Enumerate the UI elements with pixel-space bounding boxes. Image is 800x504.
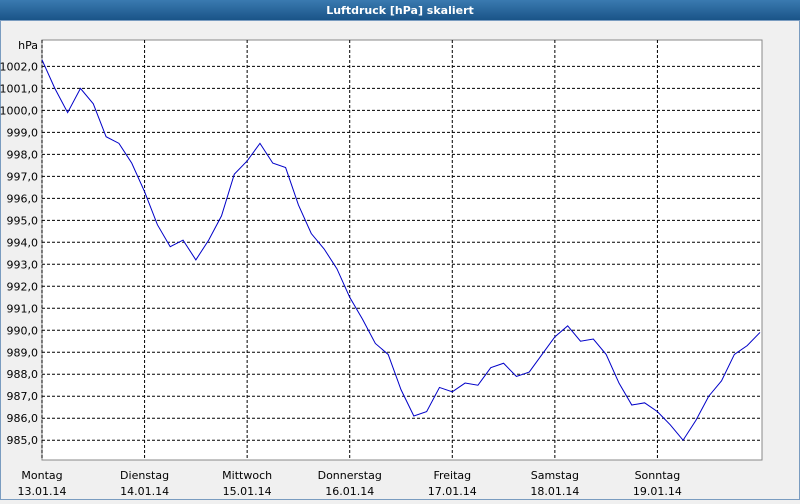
y-tick-label: 986,0 xyxy=(7,412,39,425)
y-tick-label: 1001,0 xyxy=(0,82,38,95)
y-tick-label: 994,0 xyxy=(7,236,39,249)
x-tick-date: 16.01.14 xyxy=(325,485,374,498)
x-tick-date: 15.01.14 xyxy=(223,485,272,498)
y-tick-label: 998,0 xyxy=(7,148,39,161)
y-tick-label: 989,0 xyxy=(7,346,39,359)
x-tick-date: 19.01.14 xyxy=(633,485,682,498)
x-tick-label: Montag xyxy=(21,469,62,482)
y-axis-label: hPa xyxy=(18,39,38,52)
y-tick-label: 991,0 xyxy=(7,302,39,315)
x-tick-label: Samstag xyxy=(531,469,579,482)
x-tick-date: 13.01.14 xyxy=(18,485,67,498)
line xyxy=(41,59,761,442)
chart-title: Luftdruck [hPa] skaliert xyxy=(326,4,474,17)
y-tick-label: 1000,0 xyxy=(0,104,38,117)
x-tick-label: Mittwoch xyxy=(222,469,272,482)
y-tick-label: 992,0 xyxy=(7,280,39,293)
y-tick-label: 995,0 xyxy=(7,214,39,227)
x-tick-label: Freitag xyxy=(433,469,471,482)
plot-area xyxy=(41,39,763,461)
x-tick-date: 17.01.14 xyxy=(428,485,477,498)
y-tick-label: 999,0 xyxy=(7,126,39,139)
y-tick-label: 997,0 xyxy=(7,170,39,183)
x-tick-label: Donnerstag xyxy=(318,469,382,482)
x-tick-label: Dienstag xyxy=(120,469,169,482)
y-tick-label: 996,0 xyxy=(7,192,39,205)
y-tick-label: 993,0 xyxy=(7,258,39,271)
x-tick-label: Sonntag xyxy=(635,469,681,482)
y-tick-label: 987,0 xyxy=(7,390,39,403)
title-bar xyxy=(0,0,800,20)
x-tick-date: 14.01.14 xyxy=(120,485,169,498)
y-tick-label: 990,0 xyxy=(7,324,39,337)
y-tick-label: 985,0 xyxy=(7,434,39,447)
x-tick-date: 18.01.14 xyxy=(530,485,579,498)
y-tick-label: 988,0 xyxy=(7,368,39,381)
y-tick-label: 1002,0 xyxy=(0,60,38,73)
